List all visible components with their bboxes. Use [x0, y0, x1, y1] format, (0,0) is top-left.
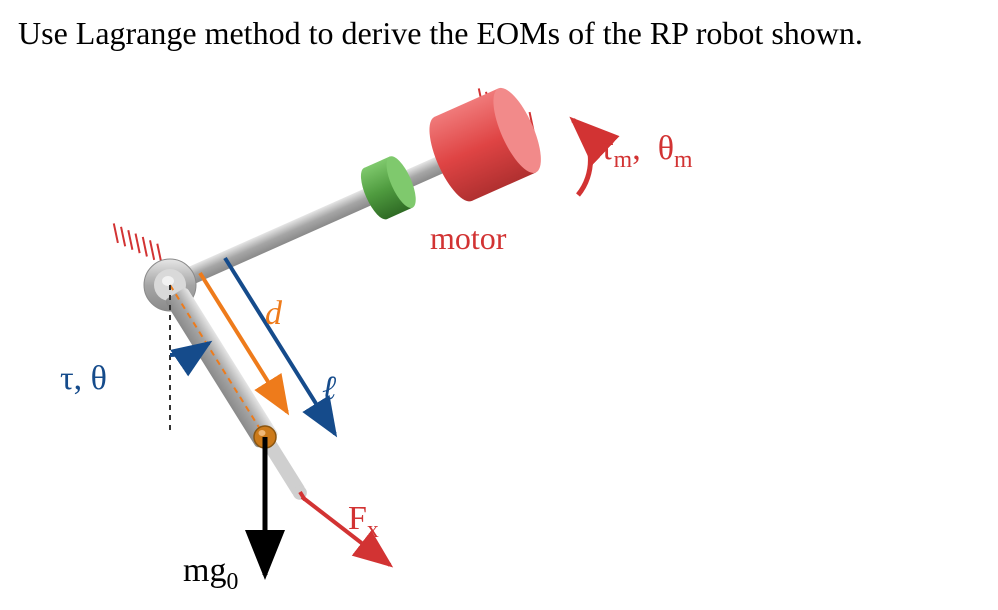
d-label: d	[265, 295, 282, 333]
fx-label: Fx	[348, 500, 379, 544]
tau-theta-label: τ, θ	[60, 360, 107, 398]
prismatic-link	[164, 287, 314, 506]
page-title: Use Lagrange method to derive the EOMs o…	[18, 15, 863, 52]
motor-word-label: motor	[430, 220, 506, 257]
left-ground-hatch	[106, 223, 169, 265]
diagram-svg	[50, 60, 870, 600]
rp-robot-diagram: τ, θ d ℓ Fx mg0 motor τm, θm	[50, 60, 870, 600]
ell-label: ℓ	[322, 370, 336, 408]
tau-m-label: τm, θm	[600, 130, 693, 174]
mg-label: mg0	[183, 552, 238, 596]
tau-m-arc	[573, 120, 590, 195]
